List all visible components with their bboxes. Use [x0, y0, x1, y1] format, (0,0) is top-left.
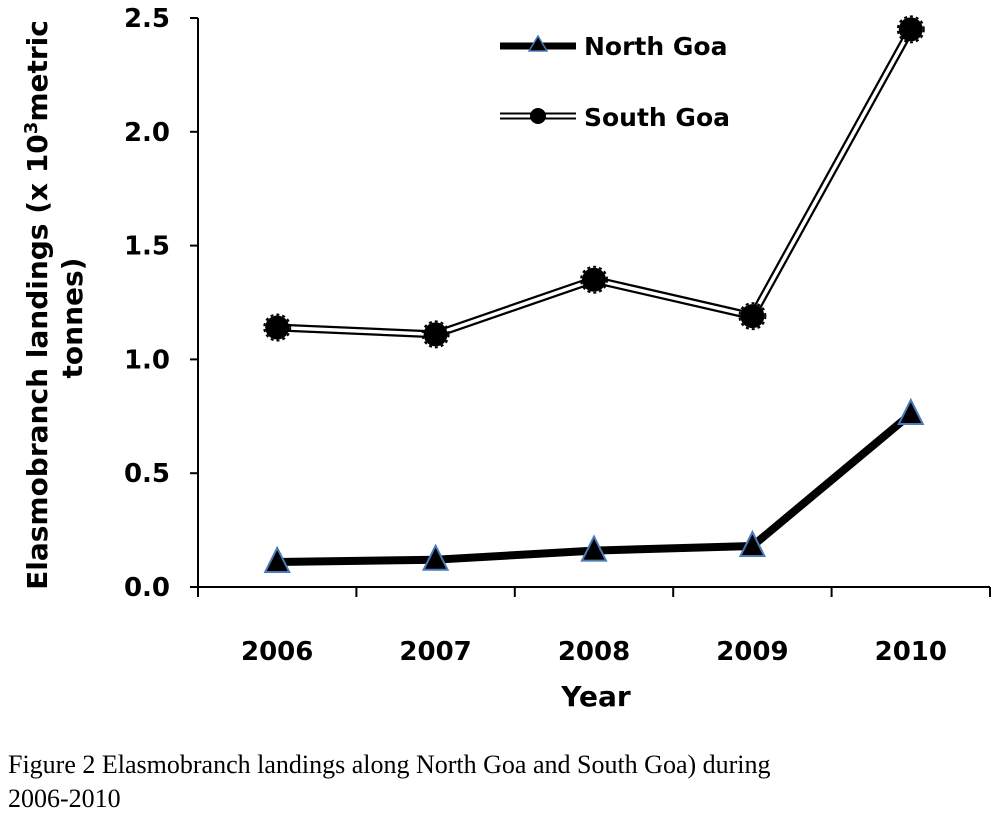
y-tick-labels: 0.0 0.5 1.0 1.5 2.0 2.5	[124, 4, 170, 603]
y-tick-label: 0.5	[124, 459, 170, 489]
data-point-halo-south-goa	[580, 265, 608, 294]
data-point-south-goa	[898, 17, 923, 42]
legend-marker-south-goa	[530, 108, 546, 124]
data-point-north-goa	[897, 397, 925, 426]
data-point-halo-south-goa	[738, 302, 767, 331]
data-point-halo-south-goa	[421, 320, 450, 349]
data-point-north-goa	[263, 545, 291, 573]
x-tick-label: 2009	[716, 637, 788, 667]
y-tick-label: 0.0	[124, 573, 170, 603]
x-tick-label: 2010	[875, 637, 947, 667]
data-point-north-goa	[580, 534, 608, 562]
data-point-south-goa	[265, 315, 290, 340]
x-tick-label: 2008	[558, 637, 630, 667]
legend-label-south-goa: South Goa	[584, 103, 730, 132]
svg-text:Elasmobranch landings (x 103m: Elasmobranch landings (x 103metric	[21, 20, 55, 590]
data-point-south-goa	[423, 322, 448, 347]
y-axis-title: Elasmobranch landings (x 103metric tonne…	[21, 20, 90, 590]
y-axis-title-superscript: 3	[21, 122, 42, 135]
legend: North Goa South Goa	[500, 32, 730, 132]
legend-item-south-goa: South Goa	[500, 103, 730, 132]
legend-item-north-goa: North Goa	[500, 32, 727, 61]
figure-caption: Figure 2 Elasmobranch landings along Nor…	[8, 748, 908, 816]
legend-label-north-goa: North Goa	[584, 32, 727, 61]
y-tick-label: 1.0	[124, 345, 170, 375]
y-tick-label: 2.5	[124, 4, 170, 34]
axes	[190, 17, 991, 597]
series-north-goa	[263, 397, 925, 573]
y-axis-title-line2: tonnes)	[56, 258, 89, 379]
y-axis-title-line1-end: metric	[21, 20, 54, 122]
line-chart: 0.00.51.01.52.02.5 2006 2007 2008 2009 2010 …	[21, 4, 991, 713]
x-tick-label: 2006	[241, 637, 313, 667]
data-point-halo-south-goa	[896, 15, 925, 44]
y-axis-title-line1: Elasmobranch landings (x 10	[21, 134, 54, 590]
y-tick-label: 1.5	[124, 232, 170, 262]
data-point-north-goa	[421, 543, 450, 571]
legend-marker-north-goa	[527, 34, 549, 52]
data-point-halo-south-goa	[263, 313, 292, 342]
series-south-goa	[263, 15, 925, 349]
x-axis-title: Year	[560, 680, 631, 713]
x-tick-label: 2007	[399, 637, 471, 667]
y-tick-label: 2.0	[124, 118, 170, 148]
data-point-south-goa	[582, 267, 606, 292]
x-tick-labels: 2006 2007 2008 2009 2010	[241, 637, 947, 667]
data-point-south-goa	[740, 304, 765, 329]
caption-line2: 2006-2010	[8, 784, 121, 813]
caption-line1: Figure 2 Elasmobranch landings along Nor…	[8, 750, 771, 779]
data-point-north-goa	[738, 529, 767, 558]
series-layer	[263, 15, 925, 573]
